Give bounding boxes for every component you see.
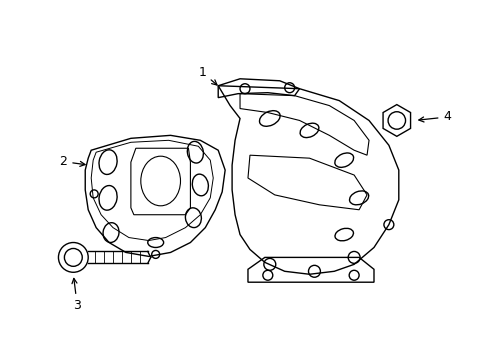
Text: 4: 4 bbox=[418, 111, 450, 123]
Text: 2: 2 bbox=[60, 155, 85, 168]
Text: 3: 3 bbox=[72, 278, 81, 312]
Text: 1: 1 bbox=[198, 66, 217, 85]
